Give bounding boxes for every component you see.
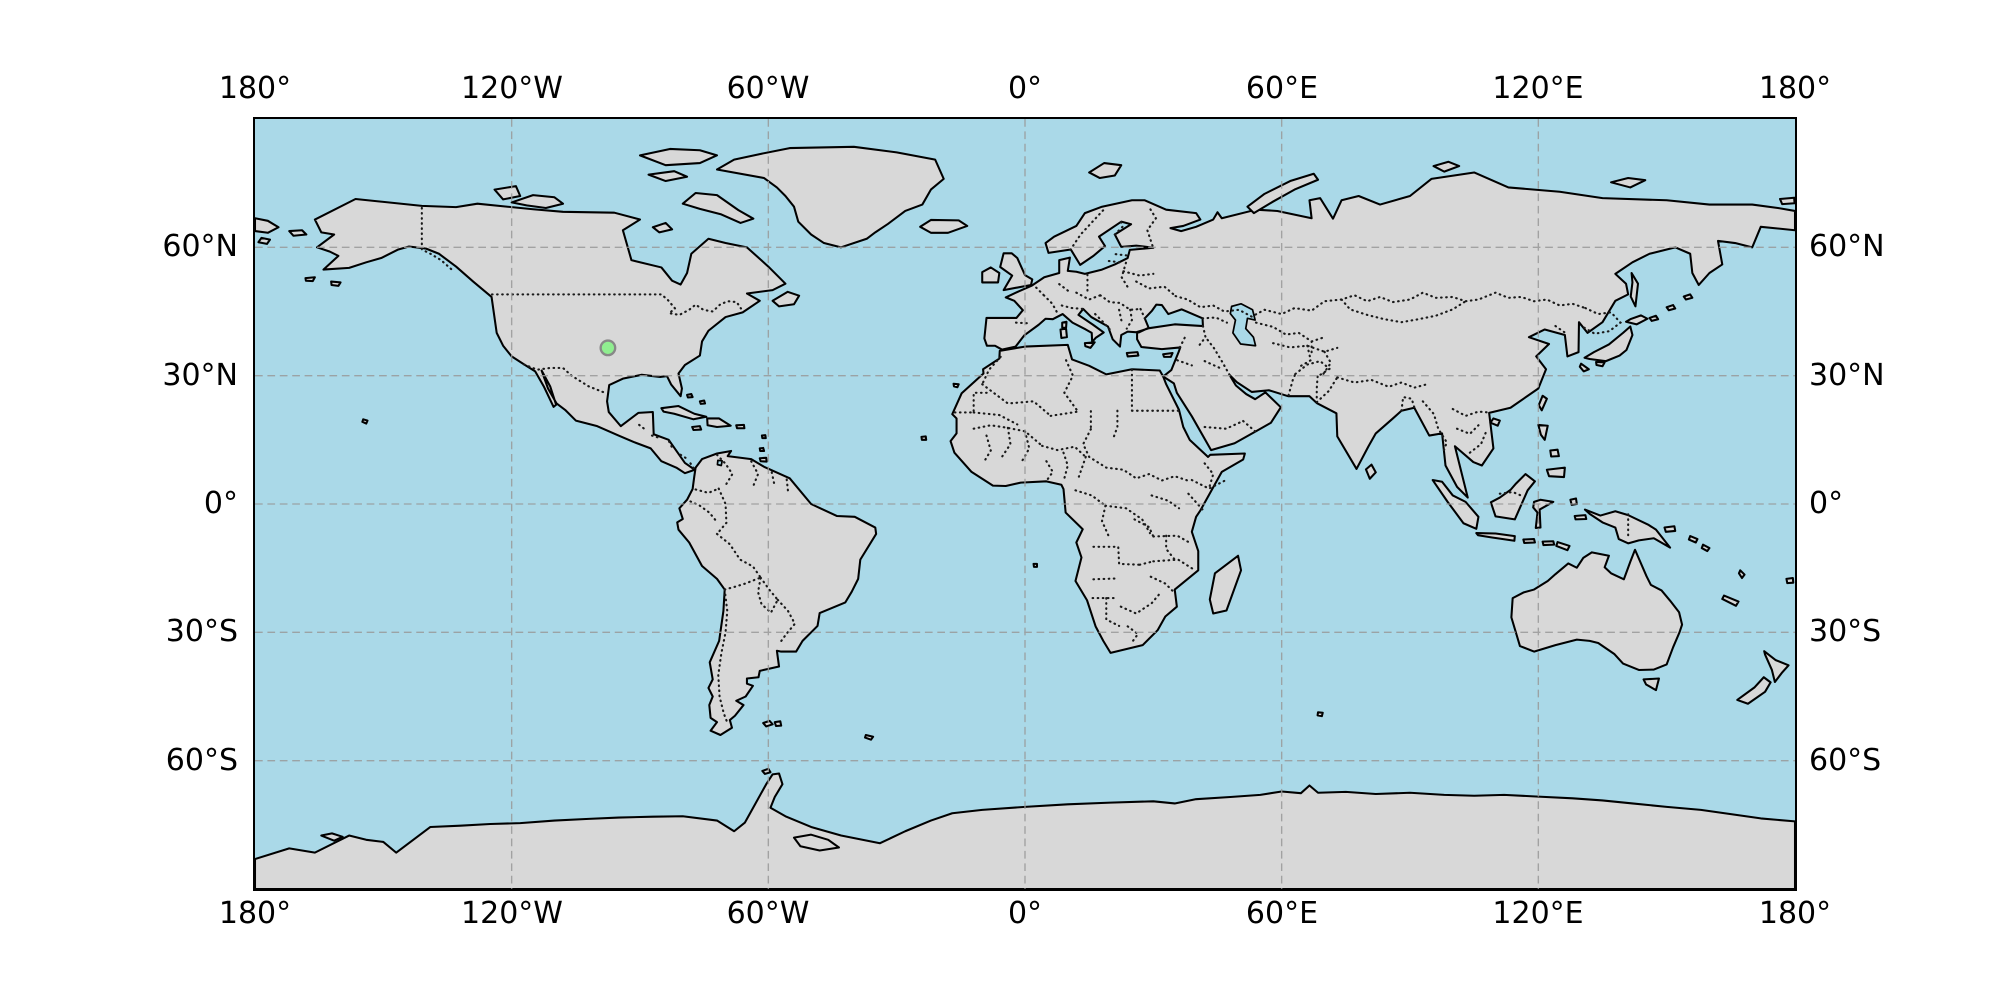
landmass-eurasia bbox=[983, 171, 1795, 499]
lat-label-right-30n: 30°N bbox=[1809, 358, 1885, 393]
lat-label-left-0: 0° bbox=[203, 486, 238, 521]
lon-label-top-180e: 180° bbox=[1758, 71, 1832, 106]
lat-label-right-60s: 60°S bbox=[1809, 743, 1882, 778]
lat-label-left-60n: 60°N bbox=[162, 229, 238, 264]
lon-label-top-0: 0° bbox=[1007, 71, 1043, 106]
location-marker[interactable] bbox=[599, 339, 617, 357]
lat-label-left-30s: 30°S bbox=[165, 614, 238, 649]
lat-label-left-30n: 30°N bbox=[162, 358, 238, 393]
world-map-svg bbox=[255, 119, 1795, 889]
lon-label-top-60w: 60°W bbox=[726, 71, 810, 106]
lake-maracaibo bbox=[716, 459, 723, 467]
lon-label-top-180w: 180° bbox=[218, 71, 292, 106]
lon-label-top-120e: 120°E bbox=[1492, 71, 1584, 106]
country-borders-layer bbox=[420, 206, 1630, 726]
lon-label-bottom-180e: 180° bbox=[1758, 896, 1832, 931]
inland-water-layer bbox=[716, 302, 1257, 467]
lon-label-top-60e: 60°E bbox=[1245, 71, 1319, 106]
lon-label-bottom-0: 0° bbox=[1007, 896, 1043, 931]
landmass-africa bbox=[949, 343, 1246, 654]
gridlines-layer bbox=[255, 119, 1795, 889]
map-plot-area[interactable] bbox=[253, 117, 1797, 891]
caspian-sea bbox=[1229, 302, 1257, 347]
lon-label-top-120w: 120°W bbox=[461, 71, 563, 106]
lon-label-bottom-120w: 120°W bbox=[461, 896, 563, 931]
lat-label-right-30s: 30°S bbox=[1809, 614, 1882, 649]
lon-label-bottom-60w: 60°W bbox=[726, 896, 810, 931]
lat-label-left-60s: 60°S bbox=[165, 743, 238, 778]
landmass-australia bbox=[1510, 548, 1684, 672]
lon-label-bottom-60e: 60°E bbox=[1245, 896, 1319, 931]
lon-label-bottom-180w: 180° bbox=[218, 896, 292, 931]
lat-label-right-0: 0° bbox=[1809, 486, 1844, 521]
landmass-north-america bbox=[313, 197, 787, 475]
landmass-greenland bbox=[715, 145, 945, 249]
lat-label-right-60n: 60°N bbox=[1809, 229, 1885, 264]
lon-label-bottom-120e: 120°E bbox=[1492, 896, 1584, 931]
